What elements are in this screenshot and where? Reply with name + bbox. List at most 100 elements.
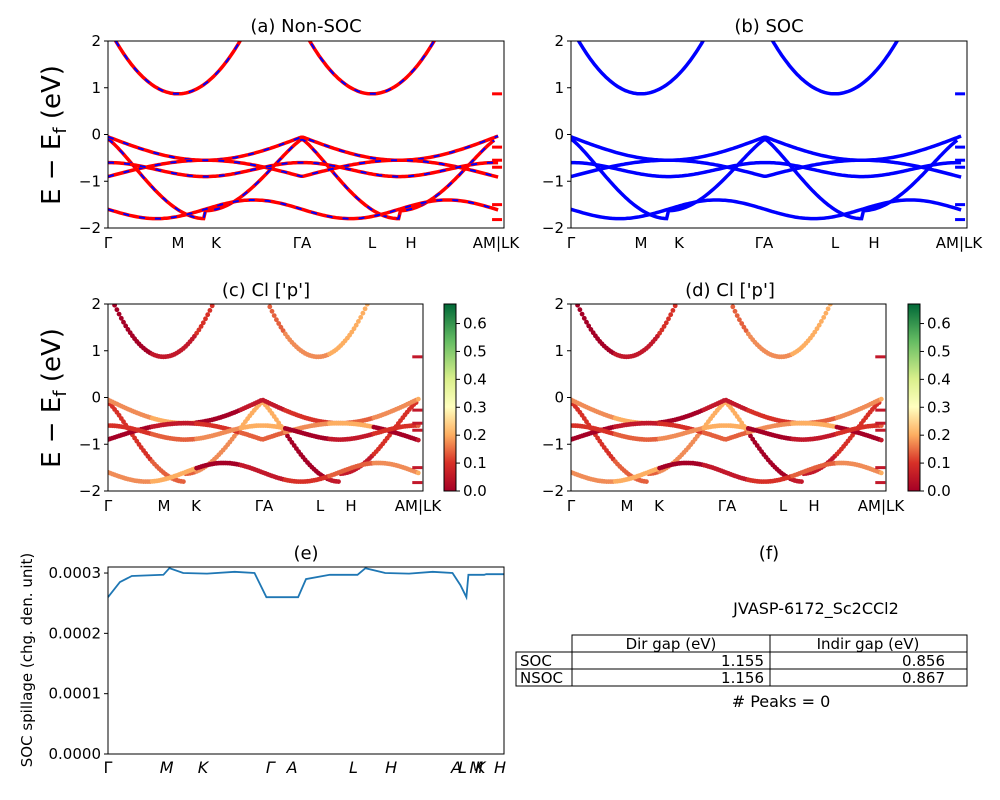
- band-point: [661, 324, 667, 329]
- xtick-am-lk: AM|LK: [473, 234, 521, 252]
- panel-f: JVASP-6172_Sc2CCl2 Dir gap (eV) Indir ga…: [515, 599, 968, 711]
- xtick-l: L: [779, 497, 788, 515]
- colorbar-c: 0.6 0.5 0.4 0.3 0.2 0.1 0.0: [443, 303, 487, 500]
- material-id: JVASP-6172_Sc2CCl2: [732, 599, 899, 619]
- band-point: [362, 306, 368, 312]
- xtick-k: K: [211, 234, 222, 252]
- band-point: [353, 322, 359, 328]
- colorbar-tick: 0.3: [463, 398, 487, 416]
- soc-dir-gap: 1.155: [721, 652, 764, 670]
- band-point: [203, 316, 208, 322]
- band-point: [276, 321, 282, 326]
- band-point: [732, 308, 738, 314]
- yticks-c: 2 1 0 −1 −2: [79, 295, 108, 500]
- band-point: [349, 329, 355, 335]
- xtick-label: L: [349, 758, 358, 777]
- band-point: [358, 315, 364, 320]
- panel-e-title: (e): [293, 543, 318, 564]
- band-point: [271, 313, 277, 318]
- band-point: [207, 308, 213, 313]
- xtick-h: H: [405, 234, 416, 252]
- band-point: [741, 324, 747, 330]
- band-point: [663, 320, 669, 326]
- header-indir-gap: Indir gap (eV): [817, 635, 920, 653]
- band-point: [416, 0, 421, 2]
- xtick-label: K: [475, 758, 487, 777]
- band-point: [367, 297, 372, 302]
- panel-d-title: (d) Cl ['p']: [685, 280, 775, 301]
- band-point: [644, 479, 649, 484]
- band-point: [181, 479, 186, 484]
- band-line: [576, 41, 900, 96]
- band-point: [878, 470, 884, 476]
- band-point: [209, 304, 215, 309]
- band-point: [112, 304, 117, 308]
- band-point: [415, 396, 421, 402]
- colorbar-d: 0.6 0.5 0.4 0.3 0.2 0.1 0.0: [907, 303, 951, 500]
- band-point: [336, 479, 341, 484]
- ytick-label: 2: [554, 32, 564, 50]
- ytick-label: 0: [91, 126, 101, 144]
- ytick-label: 0.0003: [49, 564, 102, 582]
- colorbar-tick: 0.6: [463, 315, 487, 333]
- ytick-label: 0.0000: [49, 745, 102, 763]
- band-point: [114, 307, 120, 313]
- xtick-gamma: Γ: [567, 497, 576, 515]
- band-point: [668, 312, 674, 318]
- ylabel-spillage: SOC spillage (chg. den. unit): [18, 553, 36, 768]
- band-point: [267, 304, 273, 310]
- band-point: [360, 310, 366, 316]
- band-point: [581, 315, 587, 321]
- ytick-label: 1: [554, 79, 564, 97]
- xtick-h: H: [808, 497, 819, 515]
- band-point: [364, 304, 370, 307]
- colorbar-tick: 0.1: [463, 454, 487, 472]
- colorbar-tick: 0.1: [927, 454, 951, 472]
- ylabel-unit: (eV): [37, 328, 67, 390]
- band-point: [579, 311, 585, 317]
- svg-text:E − Ef (eV): E − Ef (eV): [37, 65, 71, 205]
- band-point: [351, 326, 357, 332]
- band-point: [812, 329, 818, 335]
- xtick-label: A: [450, 758, 462, 777]
- band-point: [584, 319, 589, 325]
- colorbar-tick: 0.5: [463, 342, 487, 360]
- ytick-label: 0: [554, 389, 564, 407]
- xtick-gamma: Γ: [567, 234, 576, 252]
- panel-c: [107, 0, 424, 492]
- ytick-label: 2: [91, 295, 101, 313]
- ytick-label: −1: [79, 172, 101, 190]
- xtick-m: M: [158, 497, 171, 515]
- nsoc-indir-gap: 0.867: [902, 669, 945, 687]
- xtick-label: L: [458, 758, 467, 777]
- peaks-text: # Peaks = 0: [732, 692, 831, 711]
- panel-e: [107, 566, 505, 755]
- band-point: [121, 319, 126, 325]
- band-point: [666, 316, 671, 322]
- nsoc-dir-gap: 1.156: [721, 669, 764, 687]
- xtick-label: Γ: [266, 758, 276, 777]
- band-line: [571, 158, 962, 179]
- xticks-b: Γ M K ΓA L H AM|LK: [567, 234, 984, 252]
- band-point: [205, 312, 211, 318]
- band-point: [878, 437, 884, 443]
- panel-b-title: (b) SOC: [734, 16, 803, 37]
- xtick-gamma: Γ: [104, 497, 113, 515]
- band-point: [819, 319, 824, 324]
- ytick-label: 0.0001: [49, 685, 102, 703]
- ytick-label: −1: [79, 435, 101, 453]
- xtick-label: H: [494, 758, 506, 777]
- header-dir-gap: Dir gap (eV): [626, 635, 717, 653]
- xtick-gamma-a: ΓA: [755, 234, 774, 252]
- ytick-label: −1: [542, 172, 564, 190]
- band-point: [116, 311, 122, 317]
- band-point: [278, 324, 284, 330]
- ytick-label: 0: [554, 126, 564, 144]
- band-point: [672, 304, 678, 309]
- band-point: [821, 315, 827, 320]
- band-point: [825, 306, 831, 312]
- ytick-label: 0: [91, 389, 101, 407]
- gap-table: Dir gap (eV) Indir gap (eV) SOC 1.155 0.…: [515, 634, 968, 687]
- band-point: [200, 320, 206, 326]
